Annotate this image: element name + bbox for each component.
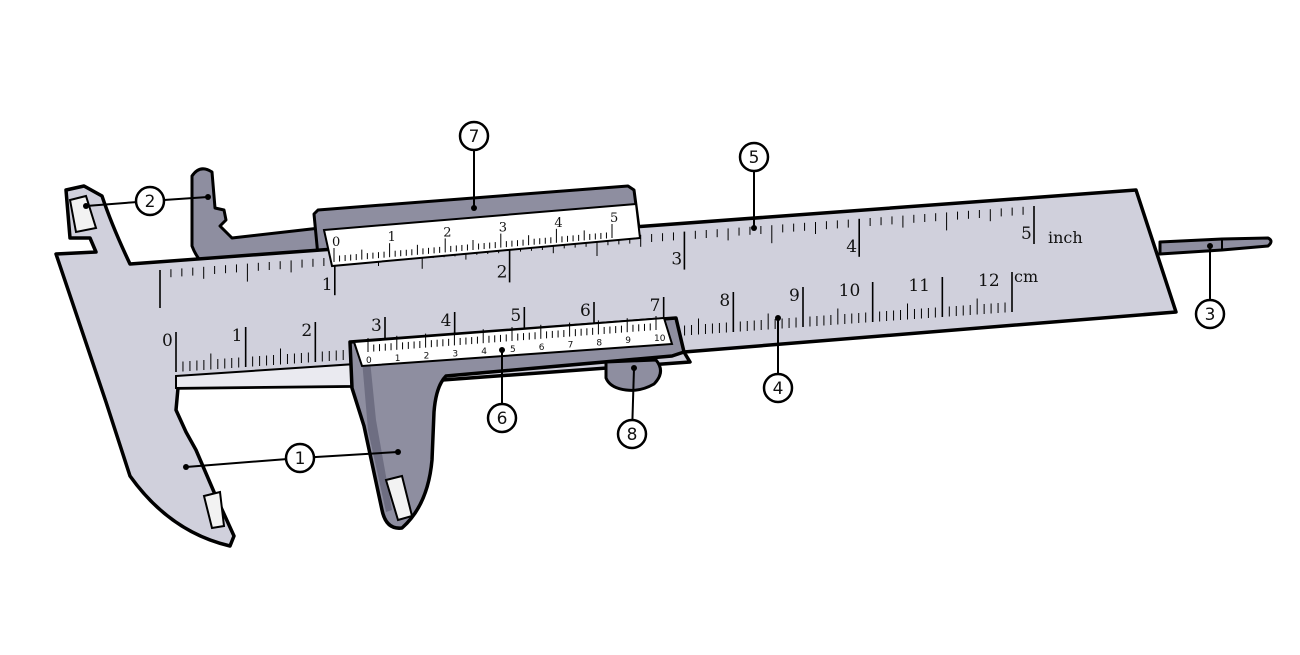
callout-target-dot xyxy=(775,315,781,321)
cm-scale-label: 1 xyxy=(232,326,243,346)
callout-target-dot xyxy=(1207,243,1213,249)
cm-scale-label: 5 xyxy=(510,306,521,326)
callout-circle xyxy=(284,442,316,474)
callout-leader xyxy=(313,451,399,459)
vernier-inch-label: 5 xyxy=(610,211,618,226)
callout-8: 8 xyxy=(616,365,648,450)
callout-target-dot xyxy=(205,194,211,200)
vernier-inch-label: 1 xyxy=(388,230,396,245)
callout-number: 1 xyxy=(295,449,306,469)
inch-scale-label: 5 xyxy=(1021,224,1032,244)
lower-jaw-notch xyxy=(384,474,414,522)
callout-target-dot xyxy=(631,365,637,371)
callout-number: 4 xyxy=(773,379,784,399)
vernier-cm-label: 4 xyxy=(481,347,487,357)
vernier-cm-label: 6 xyxy=(539,343,545,353)
cm-scale-label: 12 xyxy=(978,271,1000,291)
callout-1: 1 xyxy=(183,442,401,474)
callout-5: 5 xyxy=(738,141,770,231)
cm-unit-label: cm xyxy=(1014,267,1038,286)
vernier-cm-label: 9 xyxy=(625,336,631,346)
callout-circle xyxy=(738,141,770,173)
callout-number: 2 xyxy=(145,192,156,212)
cm-scale-label: 8 xyxy=(719,291,730,311)
callout-number: 5 xyxy=(749,148,760,168)
cm-scale-label: 10 xyxy=(839,281,861,301)
vernier-inch-scale: 0 1 2 3 4 5 xyxy=(332,211,618,262)
cm-scale-label: 6 xyxy=(580,301,591,321)
callout-circle xyxy=(1194,298,1226,330)
callout-circle xyxy=(616,418,648,450)
lower-jaw-shade xyxy=(362,360,392,512)
vernier-cm-label: 2 xyxy=(424,352,430,362)
inch-scale-label: 3 xyxy=(671,250,682,270)
cm-scale-label: 7 xyxy=(650,296,661,316)
callout-target-dot xyxy=(499,347,505,353)
vernier-inch-plate xyxy=(322,202,642,268)
cm-scale-label: 11 xyxy=(908,276,930,296)
cm-scale-label: 9 xyxy=(789,286,800,306)
upper-inside-jaw-moving xyxy=(190,167,324,274)
vernier-cm-scale: 0 1 2 3 4 5 6 7 8 9 10 xyxy=(366,316,666,366)
callout-6: 6 xyxy=(486,347,518,434)
callout-target-dot xyxy=(83,203,89,209)
vernier-inch-label: 0 xyxy=(332,235,340,250)
vernier-inch-label: 4 xyxy=(554,216,562,231)
cm-scale-label: 2 xyxy=(301,321,312,341)
vernier-inch-label: 2 xyxy=(443,225,451,240)
vernier-cm-label: 8 xyxy=(596,338,602,348)
vernier-cm-label: 10 xyxy=(654,334,666,344)
callout-2: 2 xyxy=(83,185,211,217)
cm-scale-label: 0 xyxy=(162,331,173,351)
callout-4: 4 xyxy=(762,315,794,404)
callout-target-dot xyxy=(183,464,189,470)
callout-leader xyxy=(185,458,287,468)
callout-3: 3 xyxy=(1194,243,1226,330)
vernier-cm-label: 0 xyxy=(366,356,372,366)
callout-target-dot xyxy=(471,205,477,211)
fixed-jaw-notch xyxy=(202,490,226,530)
vernier-cm-label: 3 xyxy=(452,349,458,359)
vernier-cm-label: 5 xyxy=(510,345,516,355)
callout-number: 7 xyxy=(469,127,480,147)
callout-circle xyxy=(762,372,794,404)
callout-target-dot xyxy=(751,225,757,231)
vernier-cm-label: 7 xyxy=(568,341,574,351)
inch-scale-label: 2 xyxy=(497,262,508,282)
callout-leader xyxy=(85,201,137,207)
callout-7: 7 xyxy=(458,120,490,211)
callout-number: 6 xyxy=(497,409,508,429)
cm-scale-label: 3 xyxy=(371,316,382,336)
vernier-inch-label: 3 xyxy=(499,221,507,236)
callout-target-dot xyxy=(395,449,401,455)
callout-leader xyxy=(631,367,635,421)
inch-scale-label: 4 xyxy=(846,237,857,257)
inch-unit-label: inch xyxy=(1048,228,1083,247)
callout-number: 8 xyxy=(627,425,638,445)
callout-number: 3 xyxy=(1205,305,1216,325)
callout-circle xyxy=(134,185,166,217)
inch-scale-label: 1 xyxy=(322,275,333,295)
depth-rod xyxy=(1158,236,1273,256)
cm-scale-label: 4 xyxy=(441,311,452,331)
vernier-cm-label: 1 xyxy=(395,354,401,364)
lower-outside-jaw-moving xyxy=(348,316,686,530)
callout-circle xyxy=(486,402,518,434)
callout-leader xyxy=(163,196,209,202)
callout-circle xyxy=(458,120,490,152)
